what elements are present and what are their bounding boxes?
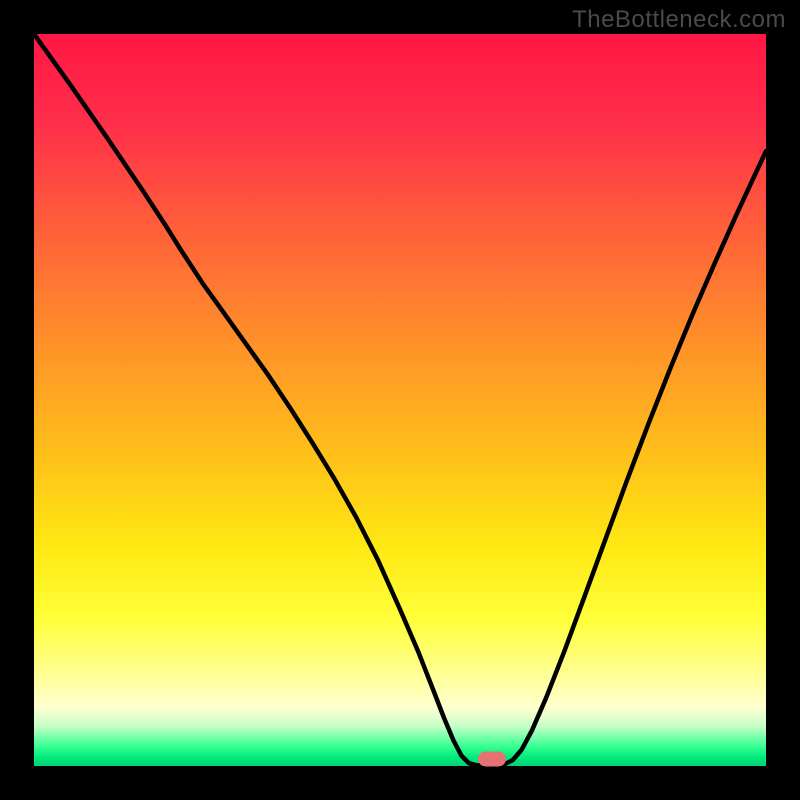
- optimal-marker: [478, 752, 506, 767]
- watermark-text: TheBottleneck.com: [572, 6, 786, 34]
- plot-area: [34, 34, 766, 766]
- bottleneck-curve: [34, 34, 766, 766]
- chart-container: TheBottleneck.com: [0, 0, 800, 800]
